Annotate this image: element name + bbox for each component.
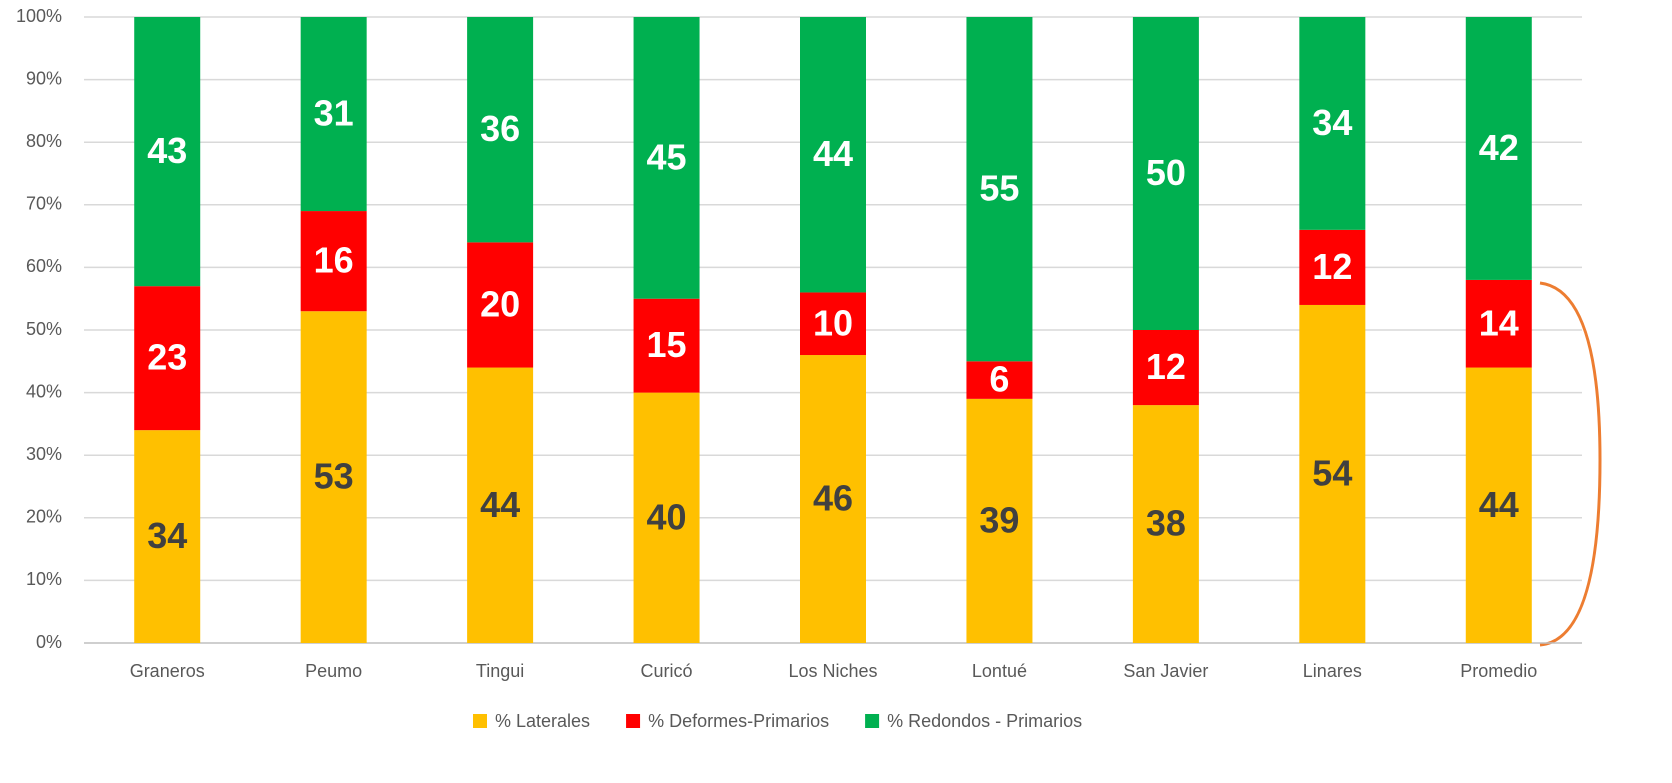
- data-label: 23: [147, 337, 187, 378]
- data-label: 44: [480, 484, 520, 525]
- data-label: 36: [480, 108, 520, 149]
- y-tick-label: 10%: [26, 569, 62, 589]
- y-tick-label: 50%: [26, 319, 62, 339]
- legend-label: % Deformes-Primarios: [648, 711, 829, 731]
- data-label: 16: [314, 240, 354, 281]
- y-tick-label: 0%: [36, 632, 62, 652]
- decoration: [1540, 283, 1600, 645]
- x-tick-label: Los Niches: [788, 661, 877, 681]
- data-label: 10: [813, 302, 853, 343]
- data-label: 39: [979, 499, 1019, 540]
- data-label: 54: [1312, 452, 1352, 493]
- x-tick-label: Promedio: [1460, 661, 1537, 681]
- x-tick-label: Tingui: [476, 661, 524, 681]
- x-tick-label: Lontué: [972, 661, 1027, 681]
- legend-label: % Redondos - Primarios: [887, 711, 1082, 731]
- y-tick-label: 40%: [26, 381, 62, 401]
- legend-swatch: [865, 714, 879, 728]
- data-label: 12: [1312, 246, 1352, 287]
- legend-label: % Laterales: [495, 711, 590, 731]
- y-tick-label: 30%: [26, 444, 62, 464]
- x-tick-label: Curicó: [641, 661, 693, 681]
- y-tick-label: 20%: [26, 507, 62, 527]
- data-label: 46: [813, 478, 853, 519]
- data-label: 31: [314, 93, 354, 134]
- x-tick-label: Graneros: [130, 661, 205, 681]
- y-tick-label: 90%: [26, 68, 62, 88]
- data-label: 38: [1146, 503, 1186, 544]
- data-label: 45: [647, 136, 687, 177]
- data-label: 43: [147, 130, 187, 171]
- data-label: 50: [1146, 152, 1186, 193]
- y-tick-label: 100%: [16, 6, 62, 26]
- legend-swatch: [473, 714, 487, 728]
- x-tick-label: Linares: [1303, 661, 1362, 681]
- x-tick-label: Peumo: [305, 661, 362, 681]
- data-label: 53: [314, 456, 354, 497]
- data-label: 44: [1479, 484, 1519, 525]
- data-label: 34: [1312, 102, 1352, 143]
- data-label: 12: [1146, 346, 1186, 387]
- y-tick-label: 70%: [26, 194, 62, 214]
- x-tick-label: San Javier: [1123, 661, 1208, 681]
- chart: 0% 10% 20% 30% 40% 50% 60% 70% 80% 90% 100% Granero…: [0, 0, 1672, 783]
- legend-swatch: [626, 714, 640, 728]
- data-label: 34: [147, 515, 187, 556]
- data-label: 20: [480, 283, 520, 324]
- data-label: 15: [647, 324, 687, 365]
- data-label: 42: [1479, 127, 1519, 168]
- data-label: 6: [989, 359, 1009, 400]
- data-label: 44: [813, 133, 853, 174]
- data-label: 40: [647, 496, 687, 537]
- data-label: 55: [979, 168, 1019, 209]
- data-label: 14: [1479, 302, 1519, 343]
- y-tick-label: 60%: [26, 256, 62, 276]
- y-tick-label: 80%: [26, 131, 62, 151]
